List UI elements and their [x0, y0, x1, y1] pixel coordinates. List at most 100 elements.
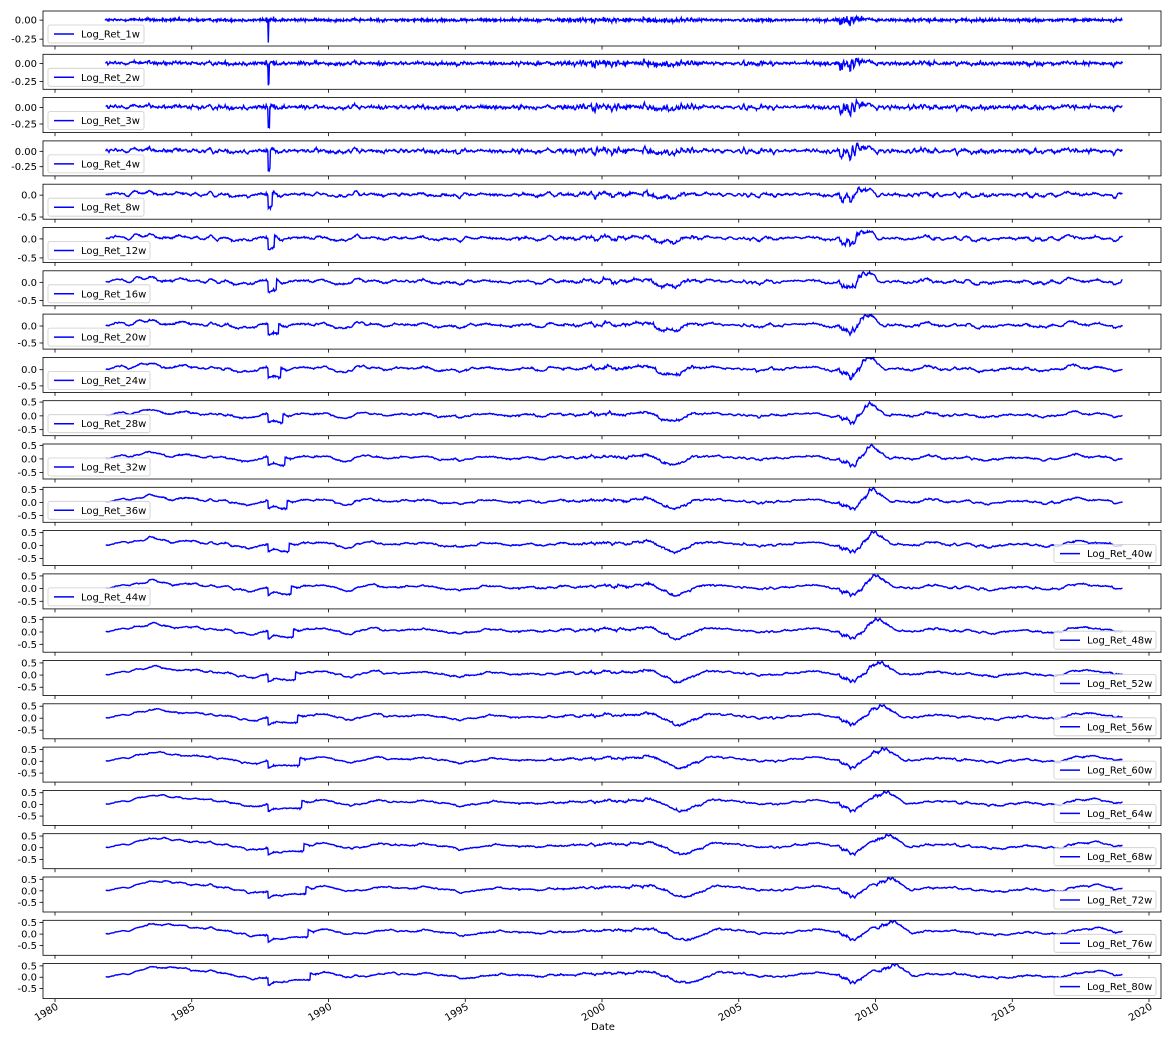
y-tick-label: -0.5	[17, 253, 37, 264]
subplot-panels: 0.00-0.25 Log_Ret_1w0.00-0.25 Log_Ret_2w0.…	[11, 10, 1162, 1003]
series-line-Log_Ret_36w	[105, 486, 1123, 512]
y-tick-label: 0.5	[21, 441, 37, 452]
legend-box	[1053, 804, 1157, 823]
panel-Log_Ret_2w: 0.00 -0.25 Log_Ret_2w	[11, 53, 1162, 93]
legend-Log_Ret_64w: Log_Ret_64w	[1053, 804, 1157, 823]
legend-box	[47, 24, 145, 44]
y-tick-label: -0.5	[17, 640, 37, 651]
y-tick-label: 0.0	[21, 191, 37, 202]
legend-label: Log_Ret_20w	[81, 333, 146, 344]
x-tick-label: 1980	[33, 1002, 61, 1024]
legend-label: Log_Ret_24w	[81, 376, 146, 387]
y-tick-label: 0.5	[21, 745, 37, 756]
legend-Log_Ret_52w: Log_Ret_52w	[1053, 674, 1157, 693]
legend-box	[47, 154, 145, 174]
y-tick-label: 0.0	[21, 930, 37, 941]
y-tick-label: -0.5	[17, 597, 37, 608]
y-tick-label: 0.5	[21, 875, 37, 886]
series-line-Log_Ret_64w	[105, 789, 1123, 814]
panel-frame	[42, 573, 1162, 610]
series-line-Log_Ret_52w	[105, 659, 1123, 684]
legend-Log_Ret_68w: Log_Ret_68w	[1053, 847, 1157, 867]
panel-Log_Ret_20w: 0.0 -0.5 Log_Ret_20w	[17, 313, 1162, 353]
series-line-Log_Ret_68w	[105, 833, 1123, 857]
y-tick-label: 0.00	[15, 59, 37, 70]
panel-frame	[42, 963, 1162, 999]
series-line-Log_Ret_20w	[105, 313, 1123, 337]
legend-label: Log_Ret_32w	[81, 463, 146, 474]
y-tick-label: -0.25	[11, 162, 37, 173]
series-line-Log_Ret_72w	[105, 876, 1123, 900]
legend-Log_Ret_16w: Log_Ret_16w	[47, 284, 151, 304]
y-tick-label: -0.5	[17, 511, 37, 522]
legend-label: Log_Ret_4w	[81, 159, 140, 170]
y-tick-label: -0.5	[17, 984, 37, 995]
y-tick-label: 0.0	[21, 627, 37, 638]
legend-box	[1053, 890, 1157, 910]
legend-Log_Ret_3w: Log_Ret_3w	[47, 111, 145, 130]
y-tick-label: -0.5	[17, 213, 37, 224]
y-tick-label: 0.0	[21, 365, 37, 376]
panel-frame	[42, 919, 1162, 956]
legend-box	[47, 284, 151, 304]
legend-box	[1053, 760, 1157, 780]
panel-frame	[42, 530, 1162, 566]
y-tick-label: 0.0	[21, 886, 37, 897]
panel-frame	[42, 183, 1162, 220]
series-line-Log_Ret_12w	[105, 229, 1124, 251]
panel-frame	[42, 833, 1162, 870]
legend-box	[1053, 630, 1157, 650]
y-tick-label: 0.0	[21, 757, 37, 768]
series-line-Log_Ret_28w	[105, 400, 1123, 426]
legend-box	[1053, 674, 1157, 693]
legend-Log_Ret_40w: Log_Ret_40w	[1053, 544, 1157, 563]
y-tick-label: 0.0	[21, 498, 37, 509]
legend-Log_Ret_60w: Log_Ret_60w	[1053, 760, 1157, 780]
panel-Log_Ret_60w: 0.50.0-0.5 Log_Ret_60w	[17, 745, 1162, 786]
legend-label: Log_Ret_12w	[81, 246, 146, 257]
series-line-Log_Ret_1w	[104, 14, 1123, 43]
panel-Log_Ret_52w: 0.5 0.0-0.5 Log_Ret_52w	[17, 658, 1162, 699]
y-tick-label: -0.5	[17, 726, 37, 737]
panel-Log_Ret_56w: 0.50.0-0.5 Log_Ret_56w	[17, 702, 1162, 743]
legend-label: Log_Ret_44w	[81, 592, 146, 603]
legend-Log_Ret_4w: Log_Ret_4w	[47, 154, 145, 174]
panel-frame	[42, 746, 1162, 783]
y-tick-label: 0.0	[21, 973, 37, 984]
legend-box	[47, 500, 151, 520]
legend-box	[1053, 544, 1157, 563]
legend-box	[47, 241, 151, 260]
y-tick-label: 0.5	[21, 961, 37, 972]
y-tick-label: 0.5	[21, 702, 37, 713]
y-tick-label: -0.5	[17, 941, 37, 952]
y-tick-label: 0.5	[21, 528, 37, 539]
legend-box	[47, 457, 151, 477]
shared-x-axis: 1980 1985 1990 1995 2000 2005 2010 2015 2020	[33, 1002, 1155, 1024]
legend-Log_Ret_12w: Log_Ret_12w	[47, 241, 151, 260]
legend-label: Log_Ret_2w	[81, 73, 140, 84]
y-tick-label: 0.5	[21, 788, 37, 799]
panel-Log_Ret_3w: 0.00 -0.25 Log_Ret_3w	[11, 97, 1162, 137]
legend-Log_Ret_20w: Log_Ret_20w	[47, 327, 151, 347]
y-tick-label: 0.0	[21, 411, 37, 422]
series-line-Log_Ret_3w	[105, 97, 1123, 130]
series-line-Log_Ret_76w	[105, 919, 1123, 944]
panel-Log_Ret_48w: 0.50.0 -0.5 Log_Ret_48w	[17, 615, 1162, 656]
legend-label: Log_Ret_36w	[81, 506, 146, 517]
legend-Log_Ret_8w: Log_Ret_8w	[47, 197, 145, 217]
legend-Log_Ret_48w: Log_Ret_48w	[1053, 630, 1157, 650]
legend-box	[47, 197, 145, 217]
panel-frame	[42, 876, 1162, 913]
panel-Log_Ret_32w: 0.5 0.0 -0.5 Log_Ret_32w	[17, 441, 1162, 483]
y-tick-label: 0.0	[21, 843, 37, 854]
y-tick-label: 0.5	[21, 918, 37, 929]
panel-Log_Ret_8w: 0.0 -0.5 Log_Ret_8w	[17, 183, 1162, 224]
legend-box	[47, 67, 145, 87]
legend-label: Log_Ret_80w	[1087, 982, 1152, 993]
y-tick-label: -0.5	[17, 683, 37, 694]
legend-box	[1053, 933, 1157, 953]
panel-Log_Ret_16w: 0.0 -0.5 Log_Ret_16w	[17, 269, 1162, 310]
series-line-Log_Ret_80w	[105, 963, 1123, 987]
series-line-Log_Ret_48w	[105, 617, 1123, 641]
x-tick-label: 1995	[443, 1002, 471, 1024]
